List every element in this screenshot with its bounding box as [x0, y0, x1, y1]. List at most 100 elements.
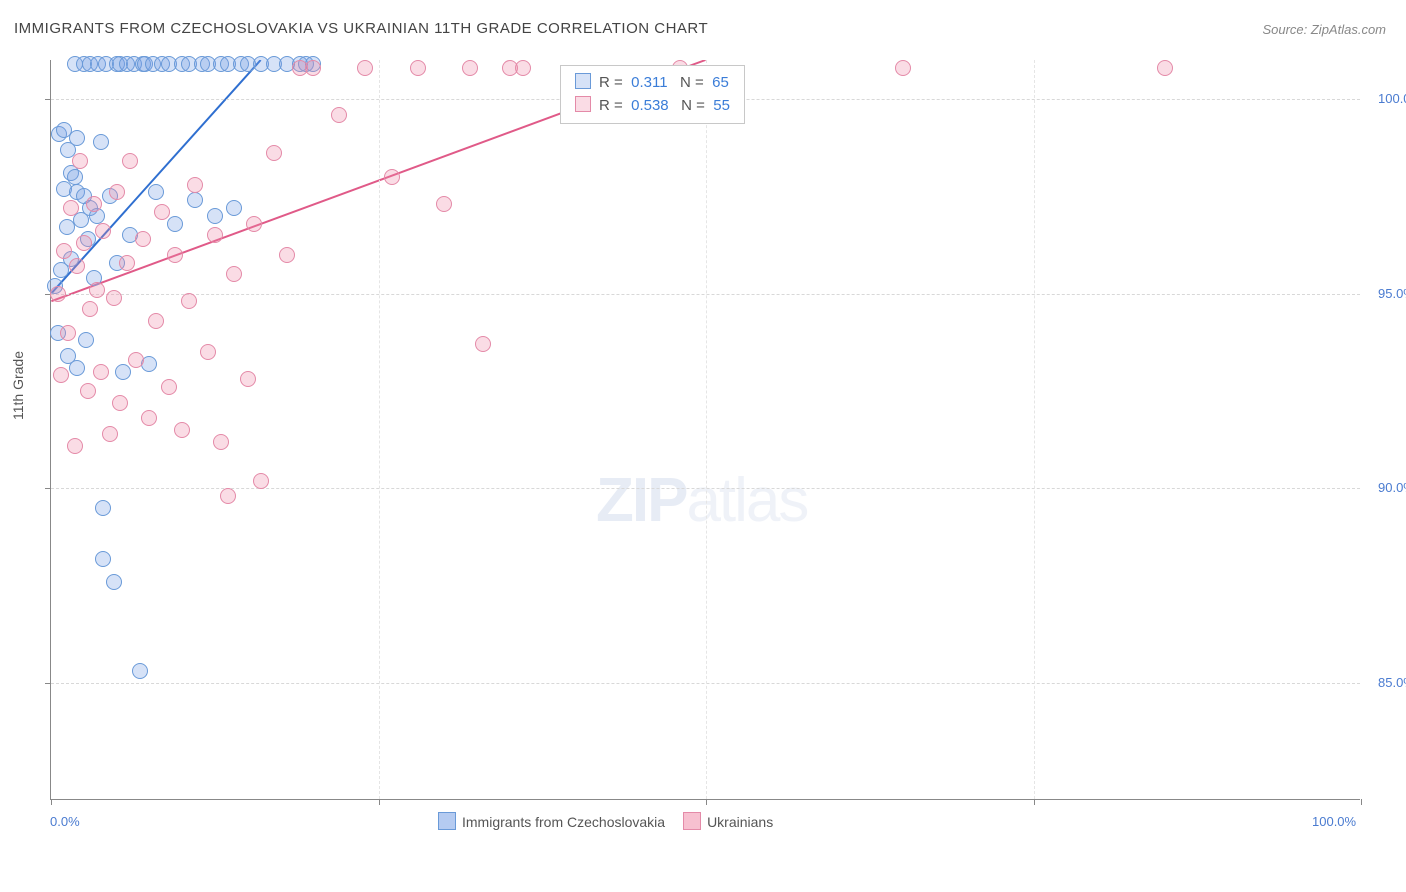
- gridline-v: [706, 60, 707, 799]
- data-point: [115, 364, 131, 380]
- data-point: [220, 488, 236, 504]
- data-point: [331, 107, 347, 123]
- data-point: [69, 130, 85, 146]
- data-point: [436, 196, 452, 212]
- watermark-bold: ZIP: [596, 466, 686, 535]
- data-point: [60, 325, 76, 341]
- correlation-stats-box: R = 0.311 N = 65R = 0.538 N = 55: [560, 65, 745, 124]
- r-value: 0.538: [631, 97, 669, 114]
- watermark-light: atlas: [686, 466, 807, 535]
- data-point: [95, 551, 111, 567]
- ytick-label: 85.0%: [1378, 675, 1406, 690]
- trend-line: [51, 60, 260, 293]
- data-point: [112, 395, 128, 411]
- data-point: [279, 247, 295, 263]
- data-point: [213, 434, 229, 450]
- gridline-v: [1034, 60, 1035, 799]
- plot-area: ZIPatlas: [50, 60, 1360, 800]
- data-point: [167, 216, 183, 232]
- ytick-label: 100.0%: [1378, 91, 1406, 106]
- xtick-mark: [51, 799, 52, 805]
- source-label: Source: ZipAtlas.com: [1262, 22, 1386, 37]
- data-point: [475, 336, 491, 352]
- data-point: [50, 286, 66, 302]
- data-point: [895, 60, 911, 76]
- xtick-mark: [1034, 799, 1035, 805]
- data-point: [240, 371, 256, 387]
- data-point: [72, 153, 88, 169]
- data-point: [515, 60, 531, 76]
- data-point: [80, 383, 96, 399]
- stats-swatch: [575, 96, 591, 112]
- data-point: [207, 208, 223, 224]
- data-point: [69, 360, 85, 376]
- data-point: [410, 60, 426, 76]
- data-point: [109, 184, 125, 200]
- data-point: [119, 255, 135, 271]
- data-point: [357, 60, 373, 76]
- data-point: [253, 473, 269, 489]
- data-point: [226, 200, 242, 216]
- data-point: [128, 352, 144, 368]
- data-point: [106, 574, 122, 590]
- data-point: [141, 410, 157, 426]
- bottom-legend: Immigrants from Czechoslovakia Ukrainians: [420, 812, 773, 892]
- data-point: [266, 145, 282, 161]
- watermark: ZIPatlas: [596, 465, 807, 536]
- data-point: [1157, 60, 1173, 76]
- data-point: [154, 204, 170, 220]
- data-point: [174, 422, 190, 438]
- data-point: [187, 177, 203, 193]
- data-point: [148, 313, 164, 329]
- data-point: [95, 223, 111, 239]
- data-point: [384, 169, 400, 185]
- data-point: [53, 367, 69, 383]
- data-point: [181, 293, 197, 309]
- data-point: [226, 266, 242, 282]
- legend-label: Immigrants from Czechoslovakia: [462, 814, 665, 830]
- data-point: [106, 290, 122, 306]
- gridline-v: [379, 60, 380, 799]
- data-point: [67, 169, 83, 185]
- data-point: [167, 247, 183, 263]
- data-point: [76, 235, 92, 251]
- legend-item: Ukrainians: [665, 814, 773, 830]
- data-point: [122, 153, 138, 169]
- data-point: [200, 344, 216, 360]
- data-point: [67, 438, 83, 454]
- xtick-mark: [706, 799, 707, 805]
- data-point: [148, 184, 164, 200]
- data-point: [78, 332, 94, 348]
- n-value: 55: [713, 97, 730, 114]
- ytick-label: 95.0%: [1378, 286, 1406, 301]
- stats-swatch: [575, 73, 591, 89]
- y-axis-label: 11th Grade: [10, 351, 26, 420]
- data-point: [135, 231, 151, 247]
- data-point: [69, 258, 85, 274]
- data-point: [63, 200, 79, 216]
- ytick-mark: [45, 683, 51, 684]
- xtick-mark: [1361, 799, 1362, 805]
- data-point: [207, 227, 223, 243]
- ytick-label: 90.0%: [1378, 480, 1406, 495]
- data-point: [187, 192, 203, 208]
- n-value: 65: [712, 74, 729, 91]
- data-point: [93, 134, 109, 150]
- data-point: [132, 663, 148, 679]
- chart-title: IMMIGRANTS FROM CZECHOSLOVAKIA VS UKRAIN…: [14, 20, 708, 37]
- data-point: [93, 364, 109, 380]
- stats-row: R = 0.311 N = 65: [575, 72, 730, 95]
- data-point: [95, 500, 111, 516]
- chart-container: IMMIGRANTS FROM CZECHOSLOVAKIA VS UKRAIN…: [0, 0, 1406, 892]
- stats-row: R = 0.538 N = 55: [575, 95, 730, 118]
- ytick-mark: [45, 99, 51, 100]
- data-point: [82, 301, 98, 317]
- data-point: [305, 60, 321, 76]
- data-point: [161, 379, 177, 395]
- legend-label: Ukrainians: [707, 814, 773, 830]
- data-point: [56, 243, 72, 259]
- data-point: [462, 60, 478, 76]
- data-point: [246, 216, 262, 232]
- ytick-mark: [45, 488, 51, 489]
- data-point: [89, 282, 105, 298]
